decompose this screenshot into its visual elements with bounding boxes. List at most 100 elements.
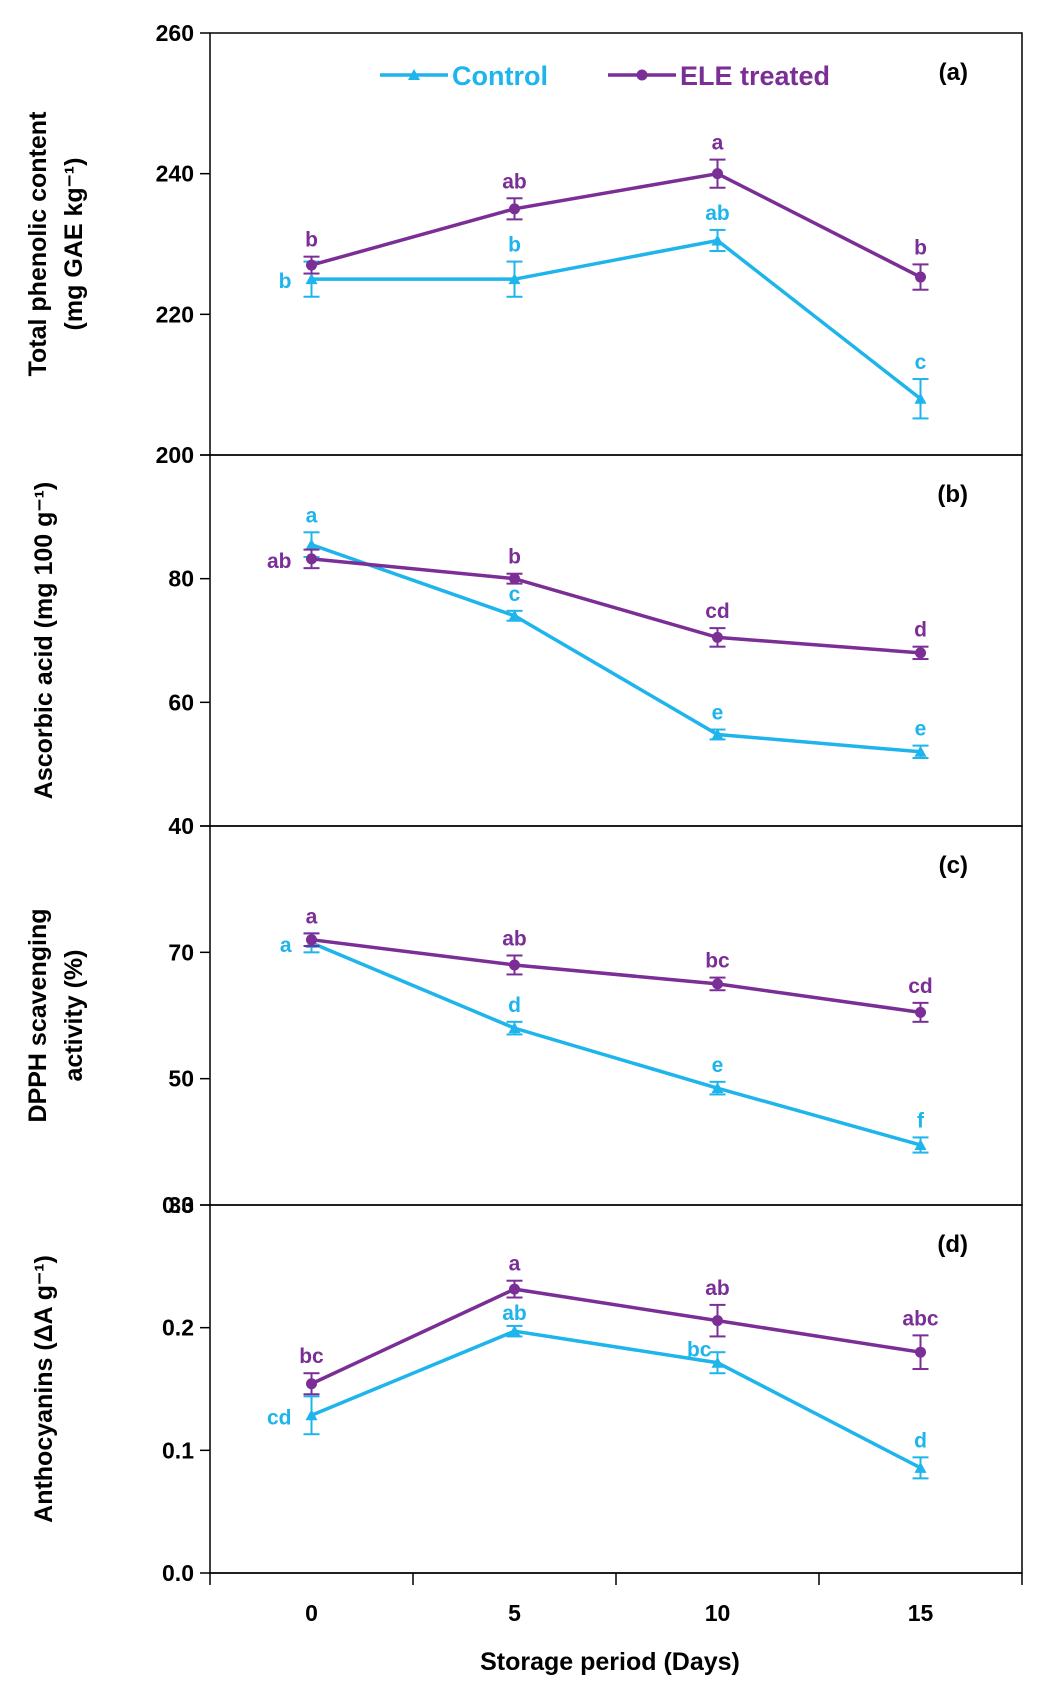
significance-letter: d — [914, 619, 927, 642]
panel-label: (d) — [937, 1231, 968, 1258]
y-tick-label: 70 — [168, 939, 194, 965]
panel-frame — [209, 1204, 1023, 1574]
y-tick-label: 0.0 — [162, 1560, 194, 1586]
x-axis: 0 5 10 15 Storage period (Days) — [209, 1572, 1023, 1676]
series-line — [311, 171, 922, 279]
y-tick-label: 50 — [168, 1066, 194, 1092]
significance-letter: e — [712, 702, 724, 725]
y-tick-label: 200 — [156, 442, 194, 468]
significance-letter: abc — [902, 1307, 939, 1330]
data-point — [508, 1325, 521, 1337]
significance-letter: d — [508, 994, 521, 1017]
legend-item-control: Control — [380, 61, 548, 91]
data-point — [305, 538, 318, 550]
data-point — [305, 1409, 318, 1421]
legend-marker — [408, 69, 420, 80]
significance-letter: b — [508, 546, 521, 569]
significance-letter: cd — [267, 1406, 292, 1429]
significance-letter: bc — [687, 1339, 712, 1362]
data-point — [915, 1006, 926, 1018]
panel-label: (c) — [939, 852, 968, 879]
series-ele-treated: bc a ab abc — [299, 1253, 939, 1396]
significance-letter: f — [917, 1109, 925, 1132]
significance-letter: a — [306, 504, 318, 527]
legend-item-ele-treated: ELE treated — [608, 61, 830, 91]
panel-frame — [209, 32, 1023, 456]
significance-letter: ab — [267, 550, 292, 573]
significance-letter: e — [712, 1054, 724, 1077]
data-point — [914, 745, 927, 757]
significance-letter: a — [509, 1253, 521, 1276]
legend-label: ELE treated — [680, 61, 830, 91]
significance-letter: cd — [908, 975, 933, 998]
series-ele-treated: ab b cd d — [267, 546, 929, 661]
data-point — [306, 934, 317, 946]
data-point — [711, 728, 724, 740]
y-tick-label: 240 — [156, 161, 194, 187]
data-point — [712, 168, 723, 180]
significance-letter: b — [279, 270, 292, 293]
series-ele-treated: a ab bc cd — [303, 905, 933, 1023]
panel-frame — [209, 454, 1023, 827]
data-point — [914, 1461, 927, 1473]
x-axis-title: Storage period (Days) — [480, 1648, 740, 1676]
significance-letter: b — [914, 236, 927, 259]
series-line — [311, 937, 921, 1015]
data-point — [509, 1283, 520, 1295]
data-point — [915, 647, 926, 659]
y-tick-label: 60 — [168, 689, 194, 715]
series-control: a d e f — [280, 932, 929, 1154]
data-point — [306, 553, 317, 565]
chart-panel-c: 30 50 70 DPPH scavenging activity (%) (c) a d e f… — [24, 825, 1023, 1218]
y-tick-label: 220 — [156, 301, 194, 327]
significance-letter: bc — [299, 1345, 324, 1368]
chart-panel-a: 200 220 240 260 Total phenolic content (mg GA… — [24, 20, 1023, 468]
y-axis-title: Ascorbic acid (mg 100 g⁻¹) — [30, 482, 58, 799]
y-tick-label: 80 — [168, 566, 194, 592]
significance-letter: c — [915, 351, 927, 374]
series-line — [310, 1287, 921, 1386]
data-point — [508, 1022, 521, 1034]
significance-letter: ab — [502, 927, 527, 950]
significance-letter: ab — [502, 170, 527, 193]
chart-legend: Control ELE treated — [380, 61, 830, 91]
series-line — [311, 557, 921, 655]
data-point — [509, 203, 520, 215]
data-point — [712, 1315, 723, 1327]
panel-label: (b) — [937, 481, 968, 508]
significance-letter: e — [915, 718, 927, 741]
series-line — [310, 1329, 922, 1470]
significance-letter: cd — [705, 600, 730, 623]
data-point — [305, 273, 318, 285]
data-point — [712, 978, 723, 990]
data-point — [711, 1356, 724, 1368]
data-point — [914, 392, 927, 404]
significance-letter: ab — [705, 202, 730, 225]
significance-letter: b — [305, 229, 318, 252]
significance-letter: a — [280, 934, 292, 957]
y-tick-label: 30 — [168, 1192, 194, 1218]
series-control: a c e e — [303, 504, 929, 759]
significance-letter: b — [508, 234, 521, 257]
data-point — [711, 1082, 724, 1094]
y-tick-label: 40 — [168, 813, 194, 839]
data-point — [914, 1138, 927, 1150]
x-tick-label: 5 — [508, 1600, 521, 1626]
y-axis-title: (mg GAE kg⁻¹) — [60, 158, 88, 331]
data-point — [509, 573, 520, 585]
y-axis-title: activity (%) — [60, 950, 88, 1082]
data-point — [306, 259, 317, 271]
significance-letter: bc — [705, 950, 730, 973]
data-point — [915, 1346, 926, 1358]
series-control: cd ab bc d — [267, 1302, 929, 1480]
significance-letter: ab — [502, 1302, 527, 1325]
data-point — [509, 959, 520, 971]
data-point — [712, 631, 723, 643]
significance-letter: d — [914, 1429, 927, 1452]
significance-letter: a — [712, 132, 724, 155]
y-tick-label: 0.1 — [162, 1437, 194, 1463]
